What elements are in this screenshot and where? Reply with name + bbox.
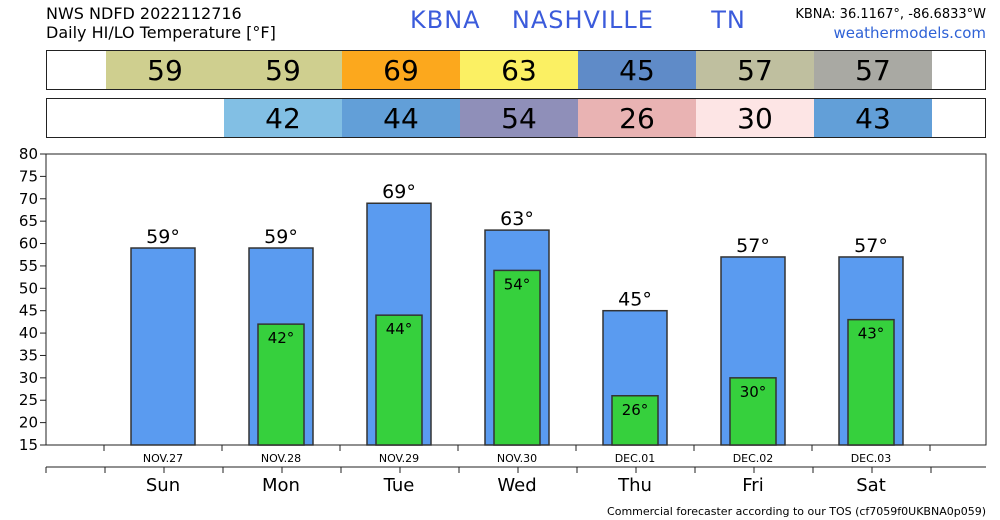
low-temp-cell: 54 [460,99,578,137]
high-bar-label: 59° [264,226,298,248]
low-temp-cell: 42 [224,99,342,137]
low-bar-label: 43° [858,325,885,343]
high-temp-cell: 69 [342,51,460,89]
low-bar [493,269,541,446]
high-temp-cell: 59 [224,51,342,89]
high-bar-label: 63° [500,208,534,230]
high-bar [130,247,196,446]
day-label: Wed [497,475,536,496]
day-label: Sat [856,475,886,496]
date-label: DEC.03 [851,452,892,465]
date-label: NOV.27 [143,452,183,465]
product-label: Daily HI/LO Temperature [°F] [46,23,276,42]
date-label: NOV.28 [261,452,301,465]
day-label: Tue [383,475,415,496]
date-label: NOV.30 [497,452,537,465]
site-link[interactable]: weathermodels.com [833,24,986,42]
high-bar-label: 69° [382,181,416,203]
y-tick-label: 60 [19,235,38,253]
low-bar-label: 30° [740,383,767,401]
y-tick-label: 40 [19,324,38,342]
y-tick-label: 35 [19,346,38,364]
low-bar-label: 42° [268,329,295,347]
high-temp-cell: 63 [460,51,578,89]
high-bar-label: 45° [618,289,652,311]
high-temp-cell: 57 [814,51,932,89]
y-tick-label: 15 [19,436,38,454]
low-bar [257,323,305,446]
low-temp-cell: 26 [578,99,696,137]
station-coords: KBNA: 36.1167°, -86.6833°W [795,7,986,22]
day-label: Mon [262,475,300,496]
y-tick-label: 70 [19,190,38,208]
high-bar-label: 57° [854,235,888,257]
low-bar [611,395,659,446]
day-label: Sun [146,475,180,496]
state-code: TN [711,6,746,34]
high-temp-cell: 57 [696,51,814,89]
low-bar [847,318,895,446]
date-label: DEC.01 [615,452,656,465]
high-temp-cell: 59 [106,51,224,89]
y-tick-label: 80 [19,145,38,163]
date-label: NOV.29 [379,452,419,465]
chart-header-right: KBNA: 36.1167°, -86.6833°W weathermodels… [795,5,986,43]
y-tick-label: 65 [19,212,38,230]
y-tick-label: 25 [19,391,38,409]
city-name: NASHVILLE [511,6,654,34]
low-temp-cell: 43 [814,99,932,137]
low-temp-cell: 44 [342,99,460,137]
footer-note: Commercial forecaster according to our T… [607,505,986,518]
y-tick-label: 30 [19,369,38,387]
high-bar-label: 59° [146,226,180,248]
high-bar-label: 57° [736,235,770,257]
low-temp-band: 42 44 54 26 30 43 [46,98,986,138]
y-tick-label: 75 [19,167,38,185]
temperature-bar-chart: 15 20 25 30 35 40 45 50 55 60 65 70 75 80 59° NOV.27 Sun… [19,145,987,496]
high-temp-band: 59 59 69 63 45 57 57 [46,50,986,90]
model-run-label: NWS NDFD 2022112716 [46,4,242,23]
low-temp-cell [106,99,224,137]
high-temp-cell: 45 [578,51,696,89]
date-label: DEC.02 [733,452,774,465]
low-temp-cell: 30 [696,99,814,137]
station-code: KBNA [410,6,481,34]
y-tick-label: 45 [19,302,38,320]
low-bar [729,377,777,446]
chart-header-left: NWS NDFD 2022112716 Daily HI/LO Temperat… [46,4,276,42]
y-tick-label: 20 [19,414,38,432]
y-tick-label: 55 [19,257,38,275]
low-bar [375,314,423,446]
low-bar-label: 44° [386,320,413,338]
y-tick-label: 50 [19,279,38,297]
station-title: KBNA NASHVILLE TN [410,6,746,34]
low-bar-label: 26° [622,401,649,419]
low-bar-label: 54° [504,275,531,293]
day-label: Thu [617,475,652,496]
day-label: Fri [742,475,763,496]
